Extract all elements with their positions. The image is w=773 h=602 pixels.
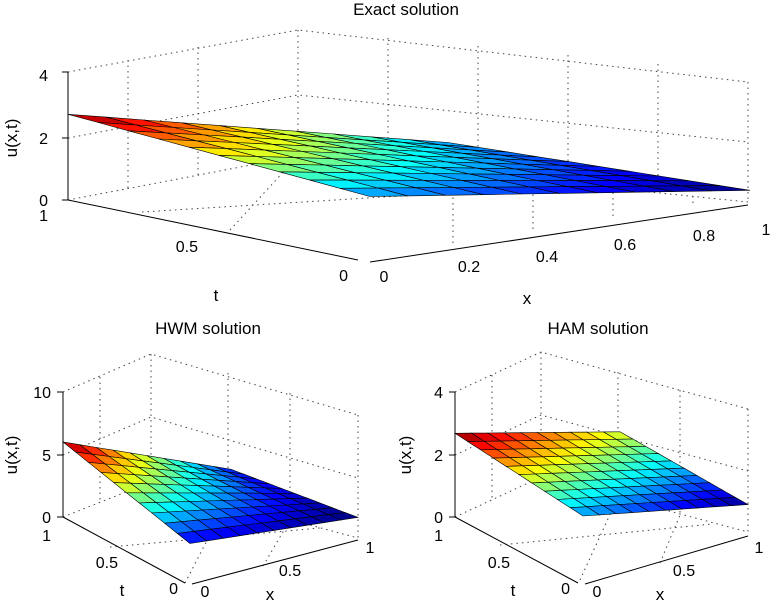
z-axis-label: u(x,t) <box>2 119 21 158</box>
t-axis-label: t <box>511 581 516 600</box>
z-axis-label: u(x,t) <box>396 436 415 475</box>
panel-title: Exact solution <box>353 0 459 19</box>
exact-solution-panel: Exact solution 4 2 0 1 0.5 0 0 0.2 0.4 0… <box>2 0 771 308</box>
x-tick-label: 0.8 <box>693 228 715 245</box>
surface-mesh <box>67 114 751 197</box>
t-tick-label: 0 <box>169 581 178 598</box>
z-tick-label: 4 <box>434 385 443 402</box>
x-tick-label: 0.5 <box>673 563 695 580</box>
t-tick-label: 1 <box>434 528 443 545</box>
z-axis-label: u(x,t) <box>2 436 21 475</box>
z-tick-label: 5 <box>42 448 51 465</box>
t-tick-label: 0 <box>339 268 348 285</box>
x-tick-label: 0 <box>593 584 602 601</box>
surface-mesh <box>61 441 360 544</box>
t-axis-label: t <box>214 286 219 305</box>
t-tick-label: 1 <box>39 208 48 225</box>
t-axis-label: t <box>120 581 125 600</box>
z-tick-label: 0 <box>434 510 443 527</box>
z-tick-label: 4 <box>39 68 48 85</box>
x-tick-label: 1 <box>366 540 375 557</box>
t-tick-label: 0.5 <box>96 555 118 572</box>
x-tick-label: 0.2 <box>458 259 480 276</box>
z-tick-label: 2 <box>434 448 443 465</box>
x-tick-label: 0.6 <box>614 237 636 254</box>
x-axis-label: x <box>523 289 532 308</box>
x-tick-label: 1 <box>762 222 771 239</box>
panel-title: HWM solution <box>155 319 261 338</box>
axes-grid <box>449 351 749 585</box>
t-tick-label: 0.5 <box>488 555 510 572</box>
z-tick-label: 2 <box>39 131 48 148</box>
x-tick-label: 0 <box>380 269 389 286</box>
x-tick-label: 1 <box>755 540 764 557</box>
surface-patch <box>717 496 750 507</box>
surface-patch <box>327 512 360 521</box>
z-tick-label: 0 <box>39 193 48 210</box>
x-tick-label: 0 <box>201 584 210 601</box>
ham-solution-panel: HAM solution 4 2 0 1 0.5 0 0 0.5 1 t x u… <box>396 319 764 602</box>
surface-patch <box>681 185 751 192</box>
t-tick-label: 0.5 <box>176 239 198 256</box>
x-tick-label: 0.4 <box>536 249 558 266</box>
z-tick-label: 10 <box>33 385 51 402</box>
t-tick-label: 1 <box>42 528 51 545</box>
x-axis-label: x <box>266 585 275 602</box>
panel-title: HAM solution <box>547 319 648 338</box>
t-tick-label: 0 <box>561 581 570 598</box>
surface-mesh <box>454 431 750 517</box>
x-axis-label: x <box>656 585 665 602</box>
x-tick-label: 0.5 <box>279 563 301 580</box>
hwm-solution-panel: HWM solution 10 5 0 1 0.5 0 0 0.5 1 t x … <box>2 319 375 602</box>
z-tick-label: 0 <box>42 510 51 527</box>
